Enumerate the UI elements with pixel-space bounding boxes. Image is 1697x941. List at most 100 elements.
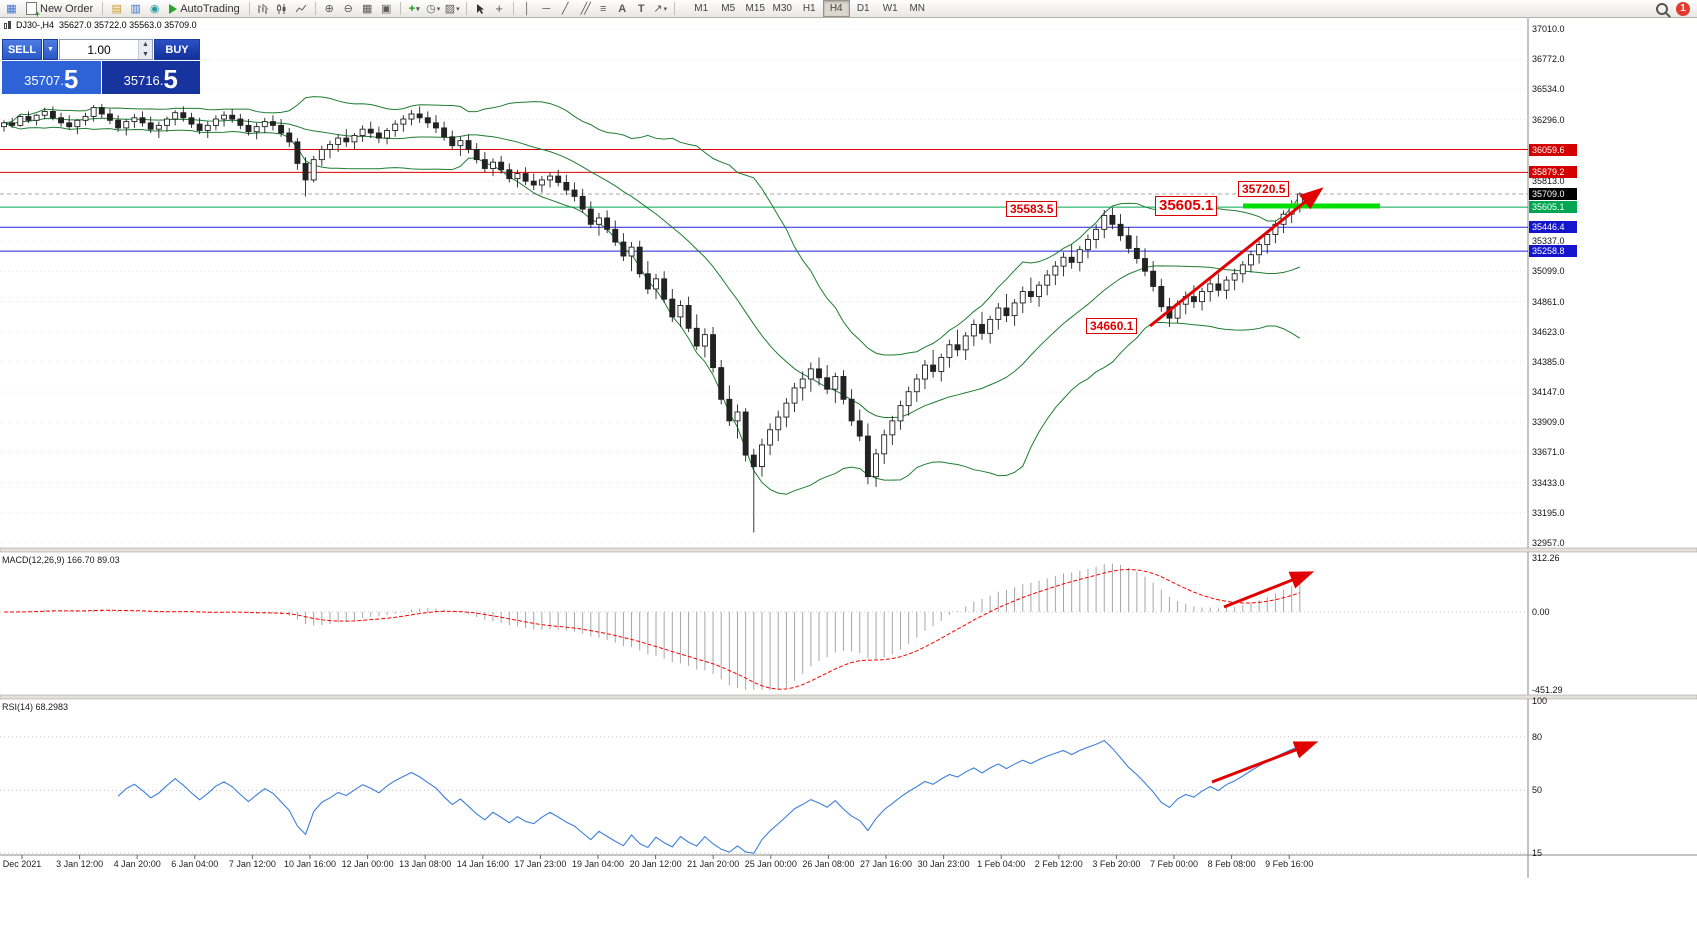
price-tag: 35879.2	[1529, 166, 1577, 179]
new-order-label: New Order	[40, 2, 94, 15]
market-watch-icon[interactable]: ▤	[111, 3, 122, 15]
volume-down-button[interactable]: ▼	[139, 49, 152, 59]
trend-arrows[interactable]	[1149, 187, 1324, 784]
chart-annotation[interactable]: 35605.1	[1155, 196, 1218, 216]
rsi-scale-label: 50	[1532, 785, 1543, 796]
buy-price-button[interactable]: 35716. 5	[101, 61, 200, 94]
time-label: 3 Jan 12:00	[56, 859, 104, 869]
horizontal-line-tool-icon[interactable]: ─	[542, 2, 551, 15]
time-label: Dec 2021	[2, 859, 42, 869]
volume-spinner: ▲ ▼	[138, 40, 152, 59]
trendline-tool-icon[interactable]: ╱	[561, 3, 569, 15]
time-label: 12 Jan 00:00	[341, 859, 394, 869]
cycles-icon[interactable]: ◷ ▾	[426, 3, 441, 15]
zoom-in-icon[interactable]: ⊕	[324, 3, 334, 15]
zoom-out-icon[interactable]: ⊖	[343, 3, 353, 15]
arrows-tool-icon[interactable]: ↗ ▾	[653, 3, 668, 15]
fibonacci-tool-icon[interactable]: ≡	[600, 2, 607, 15]
timeframe-mn[interactable]: MN	[909, 3, 925, 14]
time-label: 21 Jan 20:00	[687, 859, 740, 869]
chart-window[interactable]: DJ30-,H4 35627.0 35722.0 35563.0 35709.0…	[0, 18, 1697, 941]
macd-scale-label: 0.00	[1532, 606, 1550, 617]
data-window-icon[interactable]: ▥	[130, 3, 141, 15]
buy-button[interactable]: BUY	[154, 39, 200, 60]
timeframe-w1[interactable]: W1	[882, 3, 898, 14]
add-indicator-icon[interactable]: + ▾	[408, 2, 420, 15]
chart-annotation[interactable]: 35583.5	[1006, 201, 1058, 218]
macd-indicator-label: MACD(12,26,9) 166.70 89.03	[2, 555, 120, 565]
volume-input[interactable]	[60, 40, 138, 59]
new-order-icon	[26, 2, 40, 19]
timeframe-m30[interactable]: M30	[772, 3, 792, 14]
timeframe-m5[interactable]: M5	[721, 3, 736, 14]
price-tick-label: 34861.0	[1532, 296, 1565, 307]
price-tag: 35258.8	[1529, 245, 1577, 258]
timeframe-group: M1 M5 M15 M30 H1 H4 D1 W1 MN	[688, 0, 931, 17]
time-label: 26 Jan 08:00	[802, 859, 855, 869]
rsi-scale-label: 15	[1532, 848, 1543, 858]
buy-price: 35716.	[123, 73, 164, 88]
bar-chart-icon[interactable]	[255, 1, 272, 17]
timeframe-h1[interactable]: H1	[802, 3, 816, 14]
line-chart-icon[interactable]	[293, 1, 310, 17]
order-type-dropdown[interactable]: ▼	[43, 39, 58, 60]
candles	[1, 103, 1303, 533]
price-tag: 35446.4	[1529, 221, 1577, 234]
navigator-icon[interactable]: ◉	[149, 3, 160, 15]
toolbar-separator	[102, 2, 104, 15]
tile-windows-icon[interactable]: ▦	[362, 3, 373, 15]
chart-canvas[interactable]	[0, 18, 1697, 941]
timeframe-d1[interactable]: D1	[856, 3, 870, 14]
price-tick-label: 36534.0	[1532, 84, 1565, 95]
buy-price-pip: 5	[163, 64, 178, 94]
toolbar-separator	[399, 2, 401, 15]
new-order-button[interactable]: New Order	[22, 1, 97, 19]
label-tool-icon[interactable]: T	[637, 2, 645, 15]
symbol-period-label: DJ30-,H4	[16, 20, 55, 30]
one-click-trading-panel: SELL ▼ ▲ ▼ BUY 35707.5 35716.5	[2, 39, 200, 94]
sell-button[interactable]: SELL	[2, 39, 42, 60]
cursor-icon[interactable]	[472, 1, 489, 17]
chart-annotation[interactable]: 34660.1	[1086, 318, 1138, 335]
panel-separator[interactable]	[0, 547, 1697, 553]
timeframe-h4[interactable]: H4	[822, 0, 850, 17]
time-label: 20 Jan 12:00	[629, 859, 682, 869]
candlestick-icon	[4, 21, 11, 29]
templates-icon[interactable]: ▨ ▾	[444, 3, 460, 15]
time-label: 1 Feb 04:00	[977, 859, 1026, 869]
rsi-scale-label: 80	[1532, 731, 1543, 742]
timeframe-m15[interactable]: M15	[745, 3, 765, 14]
macd-scale-label: 312.26	[1532, 553, 1560, 563]
price-tick-label: 32957.0	[1532, 538, 1565, 548]
time-label: 30 Jan 23:00	[917, 859, 970, 869]
time-label: 4 Jan 20:00	[113, 859, 161, 869]
time-label: 10 Jan 16:00	[283, 859, 337, 869]
price-tick-label: 35813.0	[1532, 175, 1565, 186]
candlestick-chart-icon[interactable]	[274, 1, 291, 17]
sell-price-button[interactable]: 35707. 5	[2, 61, 101, 94]
rsi-indicator-label: RSI(14) 68.2983	[2, 702, 69, 712]
price-tick-label: 36772.0	[1532, 54, 1565, 65]
volume-up-button[interactable]: ▲	[139, 40, 152, 50]
chart-annotation[interactable]: 35720.5	[1238, 181, 1290, 198]
time-label: 3 Feb 20:00	[1092, 859, 1141, 869]
vertical-line-tool-icon[interactable]: │	[523, 2, 531, 15]
price-tick-label: 35099.0	[1532, 266, 1565, 277]
crosshair-icon[interactable]: +	[495, 1, 504, 16]
cascade-windows-icon[interactable]: ▣	[381, 3, 392, 15]
sell-price: 35707.	[24, 73, 64, 88]
autotrading-button[interactable]: AutoTrading	[165, 1, 244, 17]
time-label: 9 Feb 16:00	[1265, 859, 1314, 869]
price-tag: 36059.6	[1529, 143, 1577, 156]
text-tool-icon[interactable]: A	[618, 2, 627, 15]
toolbar-separator	[673, 2, 675, 15]
time-label: 19 Jan 04:00	[571, 859, 625, 869]
chart-window-icon[interactable]: ▦	[6, 3, 17, 15]
toolbar: ▦ New Order ▤ ▥ ◉ AutoTrading ⊕ ⊖ ▦ ▣ +▾…	[0, 0, 1697, 19]
search-icon[interactable]	[1653, 1, 1670, 17]
price-tick-label: 33909.0	[1532, 417, 1565, 428]
panel-separator[interactable]	[0, 694, 1697, 700]
timeframe-m1[interactable]: M1	[694, 3, 709, 14]
channel-tool-icon[interactable]: ╱╱	[580, 3, 591, 15]
notifications-badge[interactable]: 1	[1676, 1, 1690, 16]
